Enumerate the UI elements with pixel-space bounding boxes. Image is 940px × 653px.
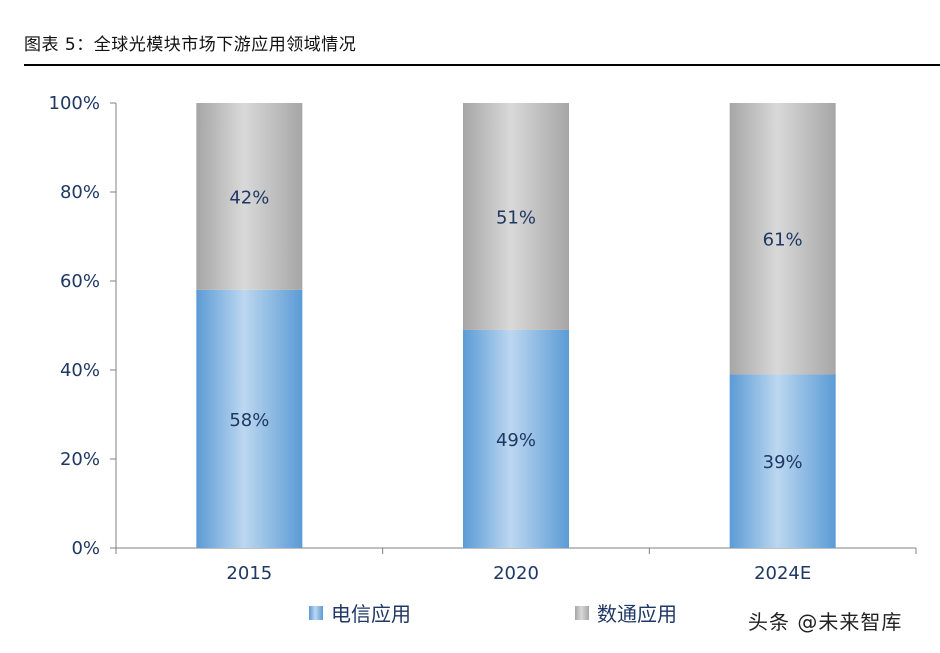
bar-segment-datacom [463, 103, 569, 330]
bar-segment-telecom [196, 289, 303, 548]
bar-segment-telecom [463, 329, 569, 548]
legend-swatch [575, 606, 589, 620]
bar-segment-telecom [729, 374, 836, 548]
data-label: 39% [763, 452, 803, 473]
axes: 0% 20% 40% 60% 80% 100% 2015 2020 2024E [49, 93, 917, 584]
data-labels: 58% 42% 49% 51% 39% 61% [229, 187, 802, 473]
legend-label: 数通应用 [597, 602, 677, 626]
legend-label: 电信应用 [331, 602, 411, 626]
x-tick-label: 2015 [226, 563, 272, 584]
y-tick-label: 20% [60, 449, 100, 470]
data-label: 42% [229, 187, 269, 208]
legend: 电信应用 数通应用 [309, 602, 677, 626]
x-tick-label: 2020 [493, 563, 539, 584]
legend-swatch [309, 606, 323, 620]
y-tick-label: 100% [49, 93, 100, 114]
title-divider [24, 64, 940, 66]
chart-title: 图表 5：全球光模块市场下游应用领域情况 [24, 35, 357, 55]
x-tick-label: 2024E [754, 563, 811, 584]
data-label: 61% [763, 230, 803, 251]
y-tick-label: 80% [60, 182, 100, 203]
bar-segment-datacom [729, 103, 836, 375]
y-tick-label: 0% [71, 538, 100, 559]
bar-segment-datacom [196, 103, 303, 290]
data-label: 49% [496, 430, 536, 451]
bars [196, 103, 836, 548]
data-label: 58% [229, 410, 269, 431]
y-tick-label: 60% [60, 271, 100, 292]
data-label: 51% [496, 207, 536, 228]
watermark: 头条 @未来智库 [748, 610, 903, 634]
y-tick-label: 40% [60, 360, 100, 381]
